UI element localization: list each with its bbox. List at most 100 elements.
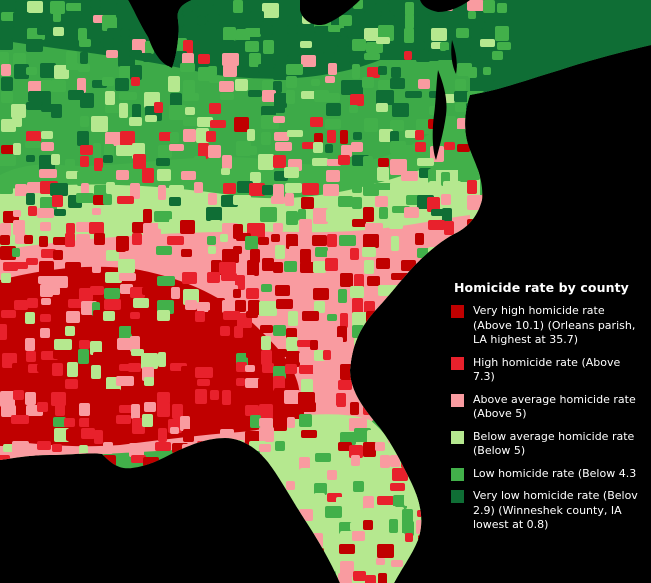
county-cell	[105, 105, 123, 113]
county-cell	[363, 508, 379, 517]
county-cell	[429, 323, 446, 336]
county-cell	[300, 249, 311, 264]
county-cell	[224, 479, 237, 492]
county-cell	[27, 533, 36, 548]
county-cell	[66, 3, 82, 11]
county-cell	[288, 311, 298, 326]
county-cell	[363, 156, 373, 169]
county-cell	[14, 300, 28, 310]
county-cell	[428, 247, 441, 259]
county-cell	[352, 39, 366, 51]
county-cell	[417, 338, 430, 354]
county-cell	[221, 533, 233, 544]
county-cell	[155, 442, 171, 451]
county-cell	[261, 336, 271, 350]
county-cell	[483, 91, 493, 105]
county-cell	[132, 233, 142, 245]
county-cell	[221, 441, 229, 455]
county-cell	[275, 285, 290, 296]
county-cell	[53, 250, 63, 260]
county-cell	[222, 40, 235, 53]
county-cell	[66, 63, 79, 70]
county-cell	[92, 261, 101, 273]
county-cell	[224, 573, 233, 583]
county-cell	[298, 402, 316, 412]
county-cell	[445, 573, 458, 581]
county-cell	[468, 67, 477, 78]
county-cell	[64, 418, 75, 427]
county-cell	[470, 141, 484, 155]
county-cell	[28, 482, 44, 495]
lake-erie	[300, 0, 360, 26]
county-cell	[233, 520, 243, 531]
county-cell	[93, 352, 111, 365]
county-cell	[170, 3, 183, 15]
county-cell	[327, 481, 336, 489]
county-cell	[208, 414, 224, 424]
county-cell	[352, 64, 360, 79]
county-cell	[328, 337, 343, 347]
county-cell	[414, 416, 430, 427]
county-cell	[315, 453, 331, 462]
county-cell	[131, 455, 146, 463]
county-cell	[275, 142, 292, 151]
county-cell	[236, 169, 251, 181]
county-cell	[183, 429, 194, 442]
county-cell	[274, 558, 287, 571]
county-cell	[287, 505, 298, 521]
county-cell	[262, 3, 279, 18]
county-cell	[262, 90, 276, 102]
county-cell	[388, 430, 403, 443]
county-cell	[415, 142, 426, 152]
county-cell	[299, 352, 313, 363]
county-cell	[89, 415, 98, 428]
county-cell	[326, 209, 338, 222]
county-cell	[363, 234, 379, 248]
county-cell	[444, 156, 454, 164]
county-cell	[430, 521, 440, 530]
county-cell	[119, 273, 136, 281]
county-cell	[0, 38, 13, 50]
county-cell	[376, 380, 391, 389]
county-cell	[171, 572, 185, 583]
county-cell	[222, 390, 231, 405]
county-cell	[40, 15, 53, 27]
county-cell	[390, 455, 400, 467]
county-cell	[493, 158, 508, 166]
county-cell	[367, 389, 381, 401]
county-cell	[416, 54, 430, 62]
county-cell	[0, 455, 10, 470]
county-cell	[297, 286, 311, 297]
county-cell	[55, 403, 65, 416]
legend: Homicide rate by county Very high homici…	[448, 280, 648, 541]
county-cell	[457, 118, 473, 130]
county-cell	[314, 483, 327, 495]
county-cell	[327, 159, 341, 166]
county-cell	[349, 105, 358, 113]
county-cell	[389, 507, 404, 516]
county-cell	[314, 133, 323, 144]
county-cell	[154, 102, 163, 113]
county-cell	[130, 312, 140, 319]
county-cell	[481, 221, 491, 237]
county-cell	[261, 350, 272, 365]
county-cell	[183, 497, 197, 509]
county-cell	[431, 28, 447, 41]
county-cell	[415, 25, 431, 32]
county-cell	[286, 64, 303, 75]
county-cell	[198, 54, 210, 64]
county-cell	[350, 286, 364, 298]
county-cell	[169, 519, 186, 528]
legend-item-below-average: Below average homicide rate (Below 5)	[448, 430, 648, 459]
county-cell	[0, 298, 8, 306]
county-cell	[143, 261, 159, 271]
county-cell	[118, 54, 135, 67]
county-cell	[313, 208, 328, 224]
county-cell	[494, 249, 507, 263]
county-cell	[392, 285, 406, 297]
county-cell	[442, 547, 455, 559]
county-cell	[336, 393, 346, 407]
county-cell	[93, 523, 107, 533]
county-cell	[208, 145, 221, 158]
county-cell	[194, 561, 207, 574]
